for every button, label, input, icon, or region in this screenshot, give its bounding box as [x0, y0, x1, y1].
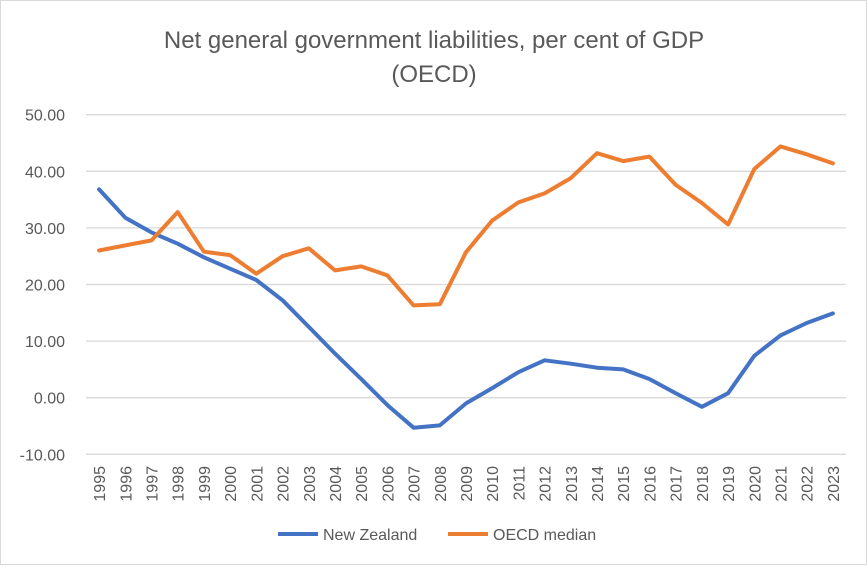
x-tick-label: 1995: [92, 466, 109, 502]
chart-subtitle: (OECD): [391, 61, 476, 88]
x-tick-label: 2007: [407, 466, 424, 502]
series-line-1: [99, 146, 833, 305]
y-tick-label: 10.00: [25, 334, 65, 351]
x-tick-label: 2017: [669, 466, 686, 502]
x-tick-label: 2014: [590, 466, 607, 502]
x-tick-label: 2010: [485, 466, 502, 502]
series-line-0: [99, 189, 833, 427]
x-tick-label: 2015: [616, 466, 633, 502]
x-tick-label: 2000: [223, 466, 240, 502]
y-tick-label: 30.00: [25, 221, 65, 238]
legend-label: New Zealand: [323, 527, 417, 544]
y-tick-label: -10.00: [20, 447, 65, 464]
x-tick-label: 2021: [773, 466, 790, 502]
legend-label: OECD median: [493, 527, 596, 544]
x-tick-label: 2013: [564, 466, 581, 502]
x-tick-label: 2023: [826, 466, 843, 502]
x-tick-label: 2022: [800, 466, 817, 502]
x-tick-label: 1997: [145, 466, 162, 502]
x-tick-label: 1996: [118, 466, 135, 502]
x-tick-label: 2008: [433, 466, 450, 502]
x-tick-label: 2006: [380, 466, 397, 502]
x-tick-label: 2011: [511, 466, 528, 501]
x-tick-label: 2016: [642, 466, 659, 502]
x-tick-label: 1998: [171, 466, 188, 502]
y-tick-label: 40.00: [25, 164, 65, 181]
y-tick-label: 50.00: [25, 108, 65, 125]
x-tick-label: 2004: [328, 466, 345, 502]
y-tick-label: 0.00: [34, 391, 65, 408]
x-tick-label: 2020: [747, 466, 764, 502]
x-tick-label: 1999: [197, 466, 214, 502]
y-tick-label: 20.00: [25, 278, 65, 295]
x-tick-label: 2018: [695, 466, 712, 502]
x-tick-label: 2009: [459, 466, 476, 502]
x-tick-label: 2001: [249, 466, 266, 502]
x-tick-label: 2005: [354, 466, 371, 502]
x-tick-label: 2012: [538, 466, 555, 502]
x-tick-label: 2002: [276, 466, 293, 502]
x-tick-label: 2019: [721, 466, 738, 502]
chart-title: Net general government liabilities, per …: [164, 27, 704, 54]
x-tick-label: 2003: [302, 466, 319, 502]
